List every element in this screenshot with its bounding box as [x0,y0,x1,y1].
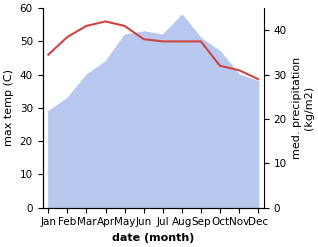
X-axis label: date (month): date (month) [112,233,194,243]
Y-axis label: max temp (C): max temp (C) [4,69,14,146]
Y-axis label: med. precipitation
(kg/m2): med. precipitation (kg/m2) [292,57,314,159]
